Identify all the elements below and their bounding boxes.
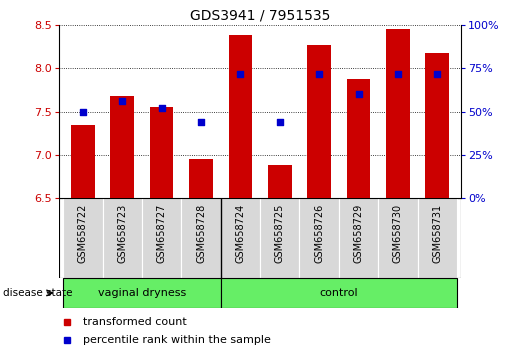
- Point: [394, 72, 402, 77]
- Bar: [150, 107, 174, 198]
- Bar: [102, 198, 142, 278]
- Text: GSM658726: GSM658726: [314, 204, 324, 263]
- Bar: [110, 96, 134, 198]
- Bar: [221, 278, 457, 308]
- Point: [79, 109, 87, 114]
- Point: [236, 72, 245, 77]
- Text: GSM658728: GSM658728: [196, 204, 206, 263]
- Bar: [386, 29, 410, 198]
- Bar: [221, 198, 260, 278]
- Text: control: control: [319, 288, 358, 298]
- Text: GSM658727: GSM658727: [157, 204, 167, 263]
- Bar: [71, 125, 95, 198]
- Point: [276, 119, 284, 125]
- Text: GSM658724: GSM658724: [235, 204, 245, 263]
- Text: GSM658731: GSM658731: [432, 204, 442, 263]
- Bar: [142, 198, 181, 278]
- Text: GSM658722: GSM658722: [78, 204, 88, 263]
- Bar: [181, 198, 221, 278]
- Text: disease state: disease state: [3, 288, 72, 298]
- Bar: [268, 165, 291, 198]
- Text: percentile rank within the sample: percentile rank within the sample: [83, 335, 271, 344]
- Point: [158, 105, 166, 111]
- Title: GDS3941 / 7951535: GDS3941 / 7951535: [190, 8, 330, 22]
- Text: GSM658729: GSM658729: [353, 204, 364, 263]
- Text: GSM658730: GSM658730: [393, 204, 403, 263]
- Bar: [425, 52, 449, 198]
- Point: [354, 91, 363, 97]
- Bar: [418, 198, 457, 278]
- Text: GSM658723: GSM658723: [117, 204, 127, 263]
- Point: [433, 72, 441, 77]
- Point: [197, 119, 205, 125]
- Bar: [189, 159, 213, 198]
- Bar: [63, 198, 102, 278]
- Bar: [339, 198, 378, 278]
- Bar: [347, 79, 370, 198]
- Bar: [299, 198, 339, 278]
- Bar: [260, 198, 299, 278]
- Point: [118, 98, 126, 104]
- Bar: [378, 198, 418, 278]
- Bar: [307, 45, 331, 198]
- Text: vaginal dryness: vaginal dryness: [98, 288, 186, 298]
- Text: transformed count: transformed count: [83, 318, 187, 327]
- Bar: [63, 278, 221, 308]
- Text: GSM658725: GSM658725: [275, 204, 285, 263]
- Point: [315, 72, 323, 77]
- Bar: [229, 35, 252, 198]
